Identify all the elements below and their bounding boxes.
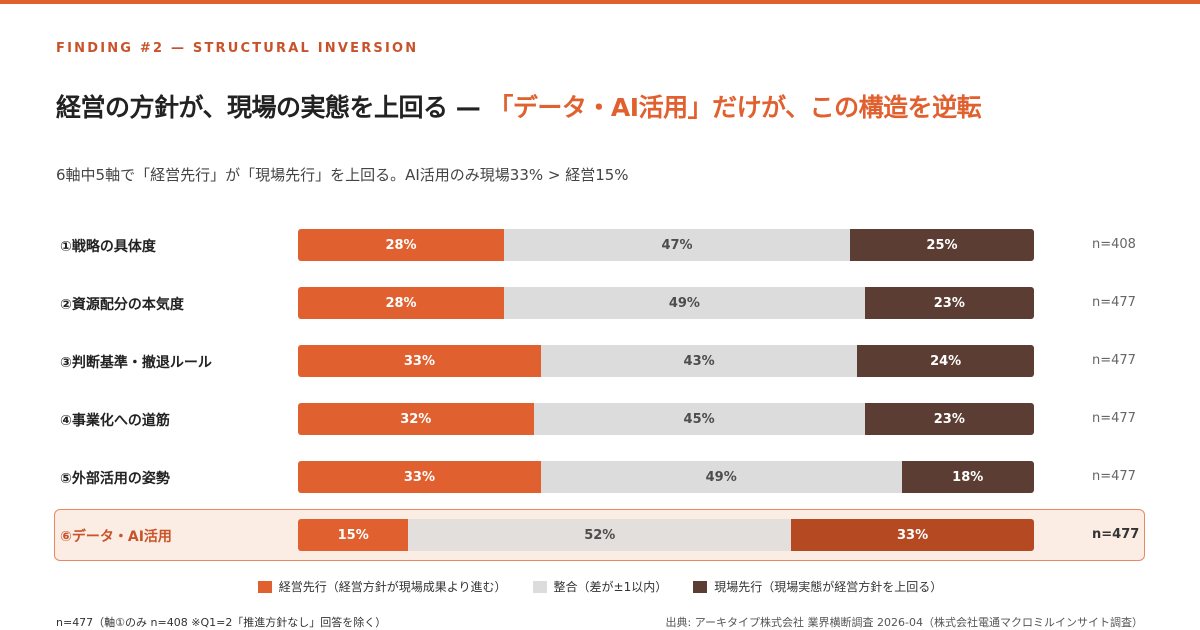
legend-label-aligned: 整合（差が±1以内） [553, 580, 668, 594]
bar-segment-aligned: 49% [540, 461, 902, 493]
legend-label-field-lead: 現場先行（現場実態が経営方針を上回る） [714, 580, 943, 594]
legend-item-aligned: 整合（差が±1以内） [532, 578, 668, 595]
sample-size-label: n=408 [1092, 237, 1136, 252]
category-label: ⑥データ・AI活用 [60, 529, 172, 545]
bar-segment-management-lead: 33% [298, 345, 541, 377]
bar-segment-field-lead: 33% [791, 519, 1034, 551]
stacked-bar: 28% 49% 23% [298, 287, 1034, 319]
bar-segment-management-lead: 32% [298, 403, 534, 435]
source-note: 出典: アーキタイプ株式会社 業界横断調査 2026-04（株式会社電通マクロミ… [665, 616, 1144, 629]
stacked-bar: 32% 45% 23% [298, 403, 1034, 435]
stacked-bar: 28% 47% 25% [298, 229, 1034, 261]
bar-segment-field-lead: 25% [849, 229, 1034, 261]
sample-footnote: n=477（軸①のみ n=408 ※Q1=2「推進方針なし」回答を除く） [56, 616, 387, 629]
title-accent: 「データ・AI活用」だけが、この構造を逆転 [488, 93, 982, 122]
bar-segment-aligned: 43% [540, 345, 858, 377]
legend-item-management-lead: 経営先行（経営方針が現場成果より進む） [257, 578, 507, 595]
sample-size-label: n=477 [1092, 469, 1136, 484]
sample-size-label: n=477 [1092, 411, 1136, 426]
bar-segment-aligned: 47% [504, 229, 850, 261]
bar-segment-management-lead: 28% [298, 229, 505, 261]
sample-size-label: n=477 [1092, 295, 1136, 310]
legend-swatch-management-lead [257, 580, 272, 593]
legend-swatch-aligned [532, 580, 547, 593]
sample-size-label: n=477 [1092, 527, 1140, 542]
bar-segment-field-lead: 23% [864, 403, 1034, 435]
bar-segment-management-lead: 15% [298, 519, 409, 551]
bar-segment-aligned: 45% [533, 403, 865, 435]
page-title: 経営の方針が、現場の実態を上回る — 「データ・AI活用」だけが、この構造を逆転 [56, 88, 982, 124]
bar-segment-field-lead: 18% [901, 461, 1034, 493]
category-label: ⑤外部活用の姿勢 [60, 471, 170, 487]
sample-size-label: n=477 [1092, 353, 1136, 368]
chart-subtitle: 6軸中5軸で「経営先行」が「現場先行」を上回る。AI活用のみ現場33% > 経営… [56, 166, 629, 184]
bar-segment-field-lead: 24% [857, 345, 1034, 377]
stacked-bar: 33% 43% 24% [298, 345, 1034, 377]
bar-segment-field-lead: 23% [864, 287, 1034, 319]
chart-legend: 経営先行（経営方針が現場成果より進む） 整合（差が±1以内） 現場先行（現場実態… [0, 578, 1200, 595]
category-label: ③判断基準・撤退ルール [60, 355, 212, 371]
eyebrow-label: FINDING #2 — STRUCTURAL INVERSION [56, 41, 419, 56]
category-label: ①戦略の具体度 [60, 239, 156, 255]
bar-segment-aligned: 49% [504, 287, 865, 319]
title-main: 経営の方針が、現場の実態を上回る — [56, 93, 489, 122]
legend-swatch-field-lead [693, 580, 708, 593]
bar-segment-management-lead: 28% [298, 287, 505, 319]
legend-label-management-lead: 経営先行（経営方針が現場成果より進む） [278, 580, 507, 594]
bar-segment-management-lead: 33% [298, 461, 541, 493]
legend-item-field-lead: 現場先行（現場実態が経営方針を上回る） [693, 578, 942, 595]
stacked-bar: 15% 52% 33% [298, 519, 1034, 551]
stacked-bar: 33% 49% 18% [298, 461, 1034, 493]
bar-segment-aligned: 52% [408, 519, 792, 551]
category-label: ②資源配分の本気度 [60, 297, 184, 313]
category-label: ④事業化への道筋 [60, 413, 170, 429]
top-accent-bar [0, 0, 1200, 4]
